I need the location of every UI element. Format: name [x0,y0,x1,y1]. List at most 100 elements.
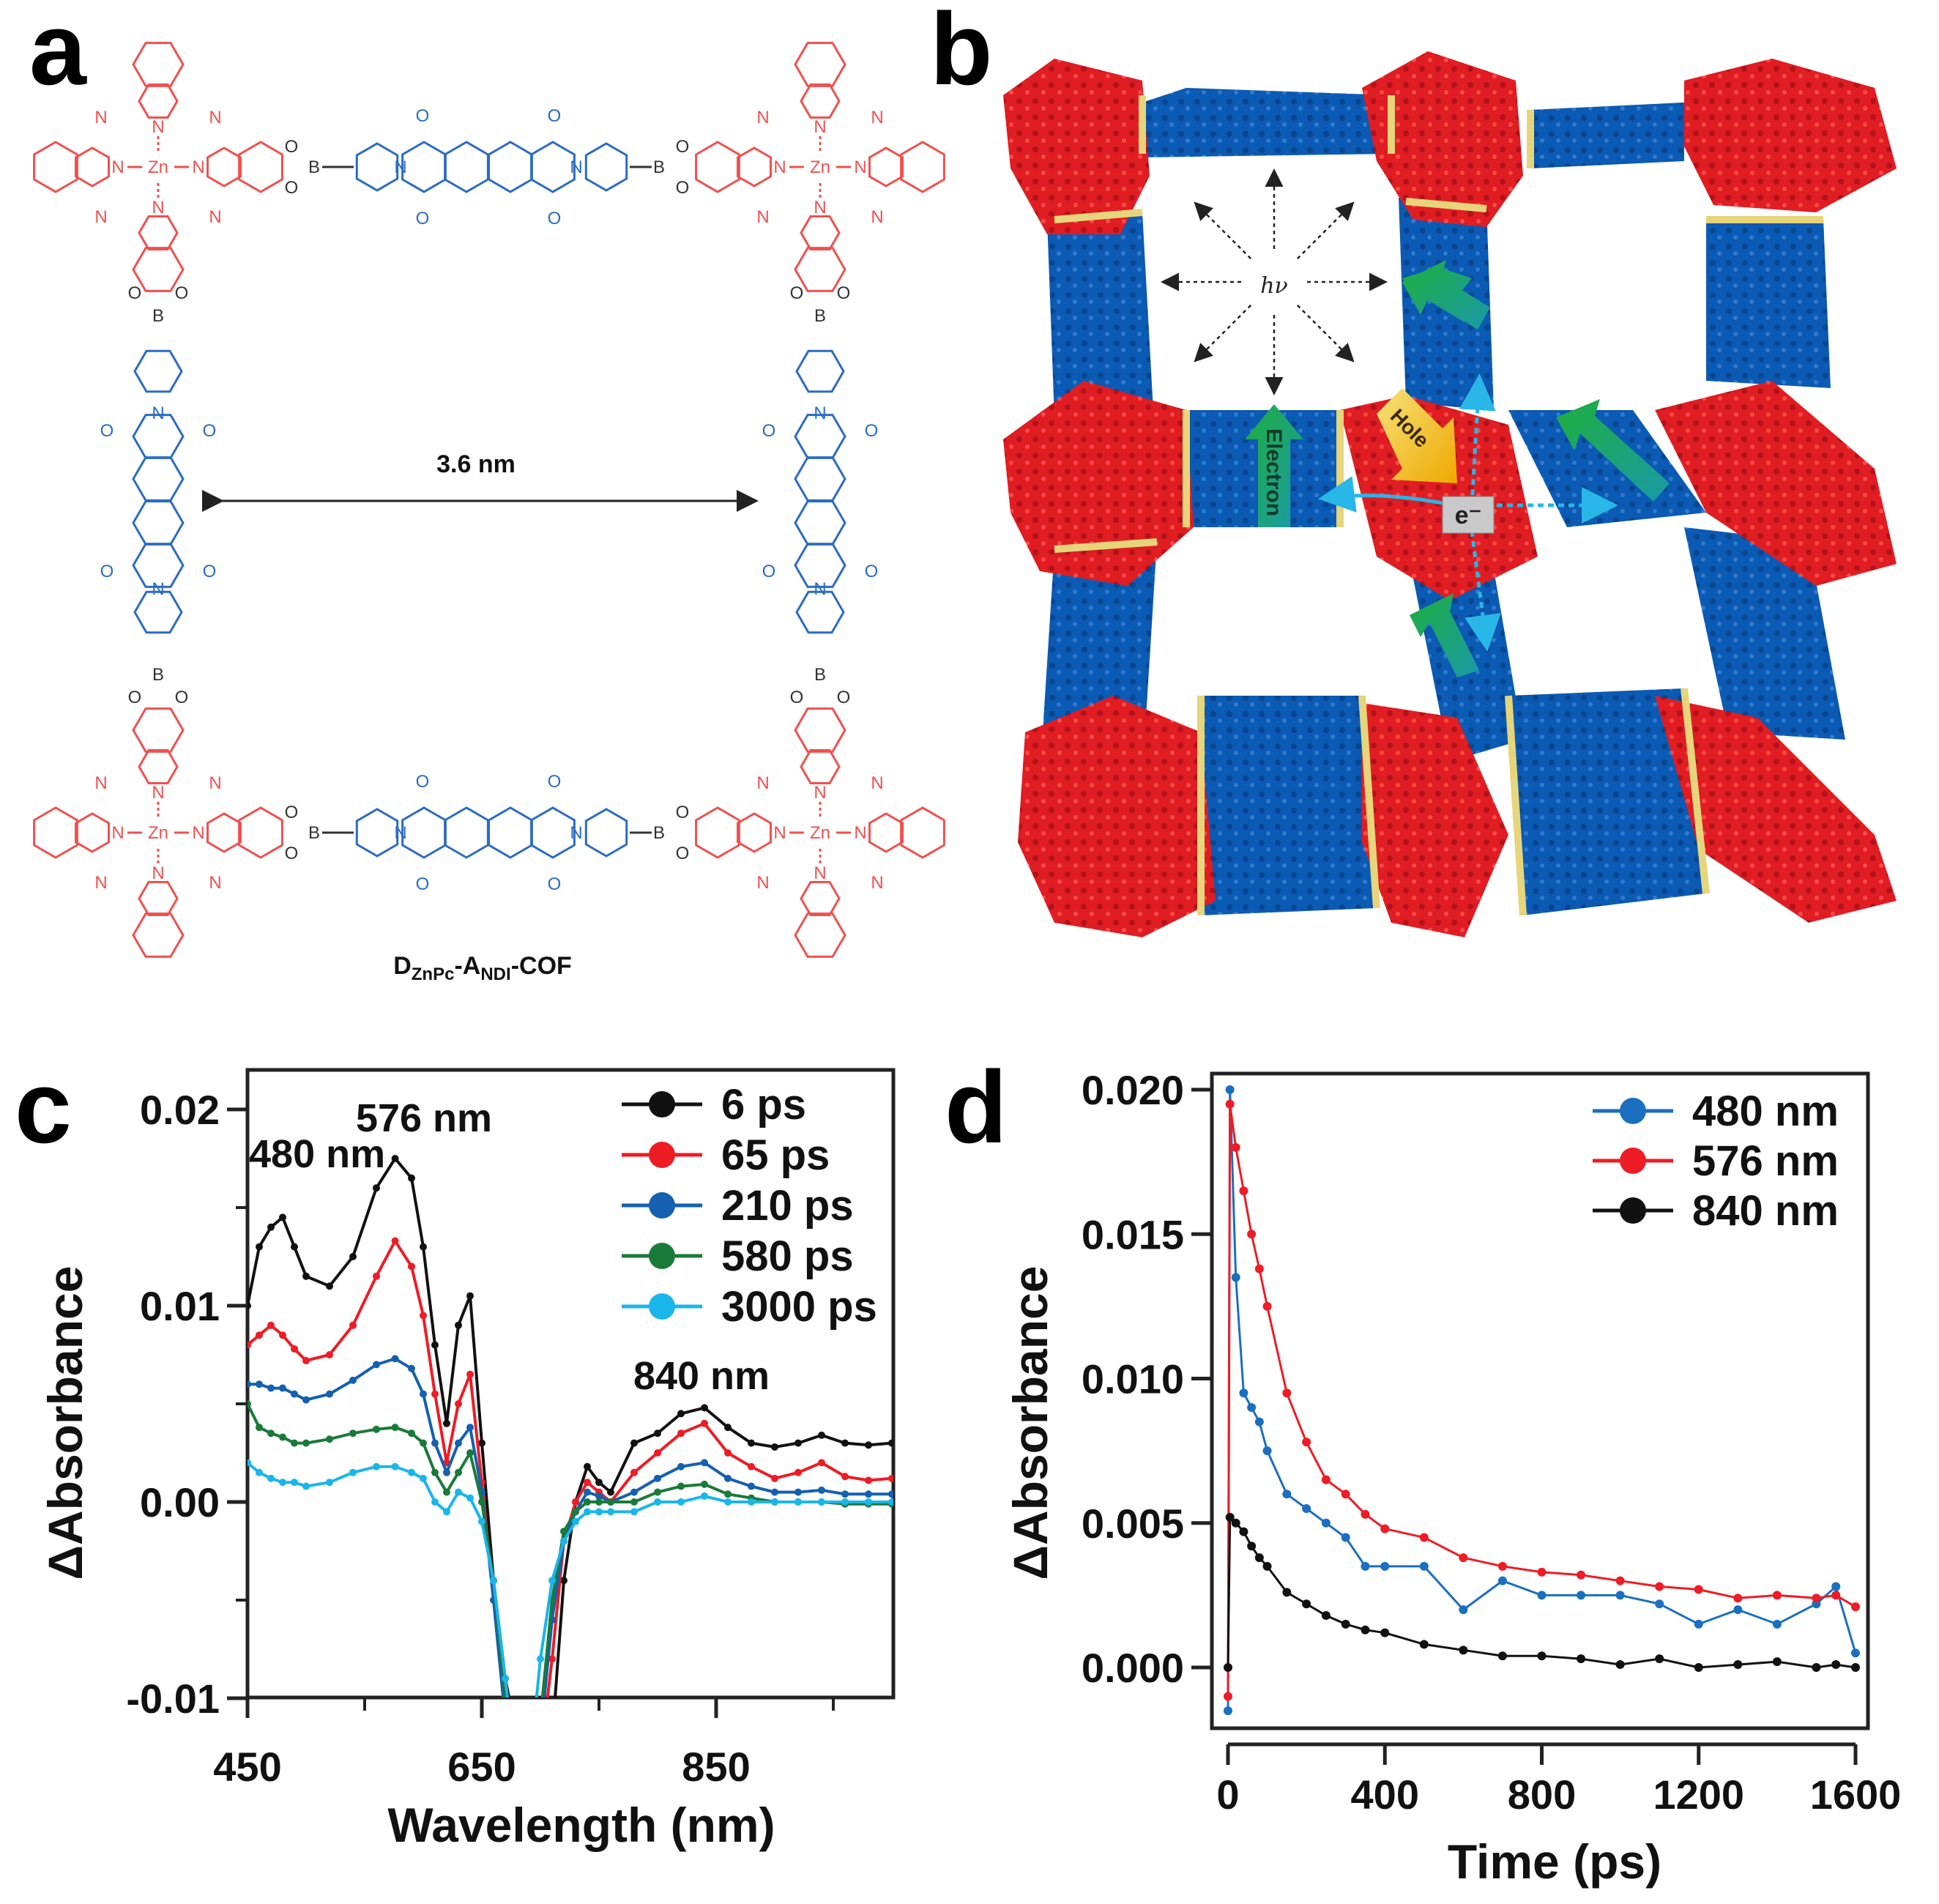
data-point [248,1459,251,1467]
ring [488,141,533,193]
data-point [1497,1651,1507,1661]
atom-label: O [548,874,562,894]
pore-size-label: 3.6 nm [436,450,516,478]
atom-label: O [175,283,189,303]
data-point [841,1473,849,1481]
data-point [1577,1654,1586,1664]
series-3000-ps [248,1459,893,1697]
legend-marker [649,1142,675,1168]
data-point [1231,1273,1240,1282]
y-tick-label: 0.020 [1082,1067,1184,1113]
atom-label: B [308,157,320,177]
acceptor-stack [1142,88,1391,157]
cof-name-caption: DZnPc-ANDI-COF [393,952,572,984]
ring [800,215,841,250]
ring [737,146,772,187]
data-point [537,1734,544,1741]
data-point [408,1468,415,1476]
data-point [794,1498,802,1506]
data-point [502,1675,509,1683]
data-point [1282,1388,1292,1398]
data-point [677,1498,685,1506]
data-point [1615,1660,1625,1670]
ring [795,590,845,634]
panel-a-chemical-structure: a Zn N N N N N N N N Zn N N N N N N N N Zn N N N N N N N N Zn N N N N N N… [29,0,945,984]
data-point [1282,1588,1292,1597]
data-point [326,1435,333,1443]
ring [132,543,185,588]
cof-structure-drawing: Zn N N N N N N N N Zn N N N N N N N N Zn N N N N N N N N Zn N N N N N N N N… [33,42,945,958]
atom-label: O [548,209,562,228]
data-point [818,1498,825,1506]
data-point [1361,1509,1370,1519]
electron-label-box: e⁻ [1442,496,1495,534]
ring [794,247,846,292]
atom-label: N [871,108,883,127]
data-point [256,1424,263,1432]
legend-label: 840 nm [1692,1187,1839,1235]
ring [800,83,841,119]
data-point [373,1425,380,1433]
data-point [302,1439,310,1447]
data-point [1851,1663,1860,1672]
data-point [701,1419,708,1427]
ring [530,806,576,859]
data-point [431,1341,439,1349]
data-point [888,1474,893,1482]
atom-label: N [756,207,769,227]
atom-label: N [152,404,164,423]
data-point [1225,1512,1235,1522]
data-point [326,1282,333,1290]
data-point [584,1462,591,1470]
data-point [391,1462,399,1470]
atom-label: O [100,421,114,441]
data-point [349,1253,357,1260]
atom-label: O [128,688,142,707]
y-axis-title: ΔAbsorbance [1003,1266,1057,1580]
data-point [1262,1301,1272,1311]
data-point [1772,1619,1782,1629]
data-point [654,1488,661,1496]
data-point [818,1486,825,1494]
atom-label: N [94,207,107,227]
ring [800,749,841,784]
data-point [248,1341,251,1349]
data-point [1247,1542,1257,1551]
data-point [1231,1142,1240,1152]
charge-transfer-paths [1318,373,1618,652]
plot-frame [1210,1071,1870,1730]
data-point [373,1184,380,1192]
data-point [455,1400,462,1407]
data-point [1419,1561,1429,1571]
data-point [1254,1417,1264,1427]
atom-label: O [416,874,430,894]
atom-label: N [871,773,883,793]
ring [584,808,628,858]
data-point [595,1492,603,1500]
data-point [771,1474,778,1482]
legend-item: 65 ps [622,1131,830,1179]
data-point [1262,1446,1272,1456]
data-point [349,1321,357,1329]
donor-stack [1655,381,1897,586]
atom-label: O [790,688,804,707]
ring [444,806,489,859]
data-point [630,1508,638,1516]
ring [138,83,179,119]
atom-label: N [209,207,221,227]
series-210-ps [248,1355,893,1741]
data-point [1247,1230,1257,1239]
y-tick-label: 0.010 [1082,1356,1184,1402]
boronate-linkage [1405,198,1487,212]
data-point [724,1490,732,1498]
data-point [431,1468,439,1476]
data-point [302,1396,310,1404]
data-point [267,1384,275,1392]
atom-label: N [209,773,221,793]
legend-marker [1620,1148,1646,1174]
legend-label: 3000 ps [721,1283,877,1331]
data-point [279,1384,286,1392]
data-point [1694,1619,1703,1629]
x-axis-title: Wavelength (nm) [387,1798,775,1852]
